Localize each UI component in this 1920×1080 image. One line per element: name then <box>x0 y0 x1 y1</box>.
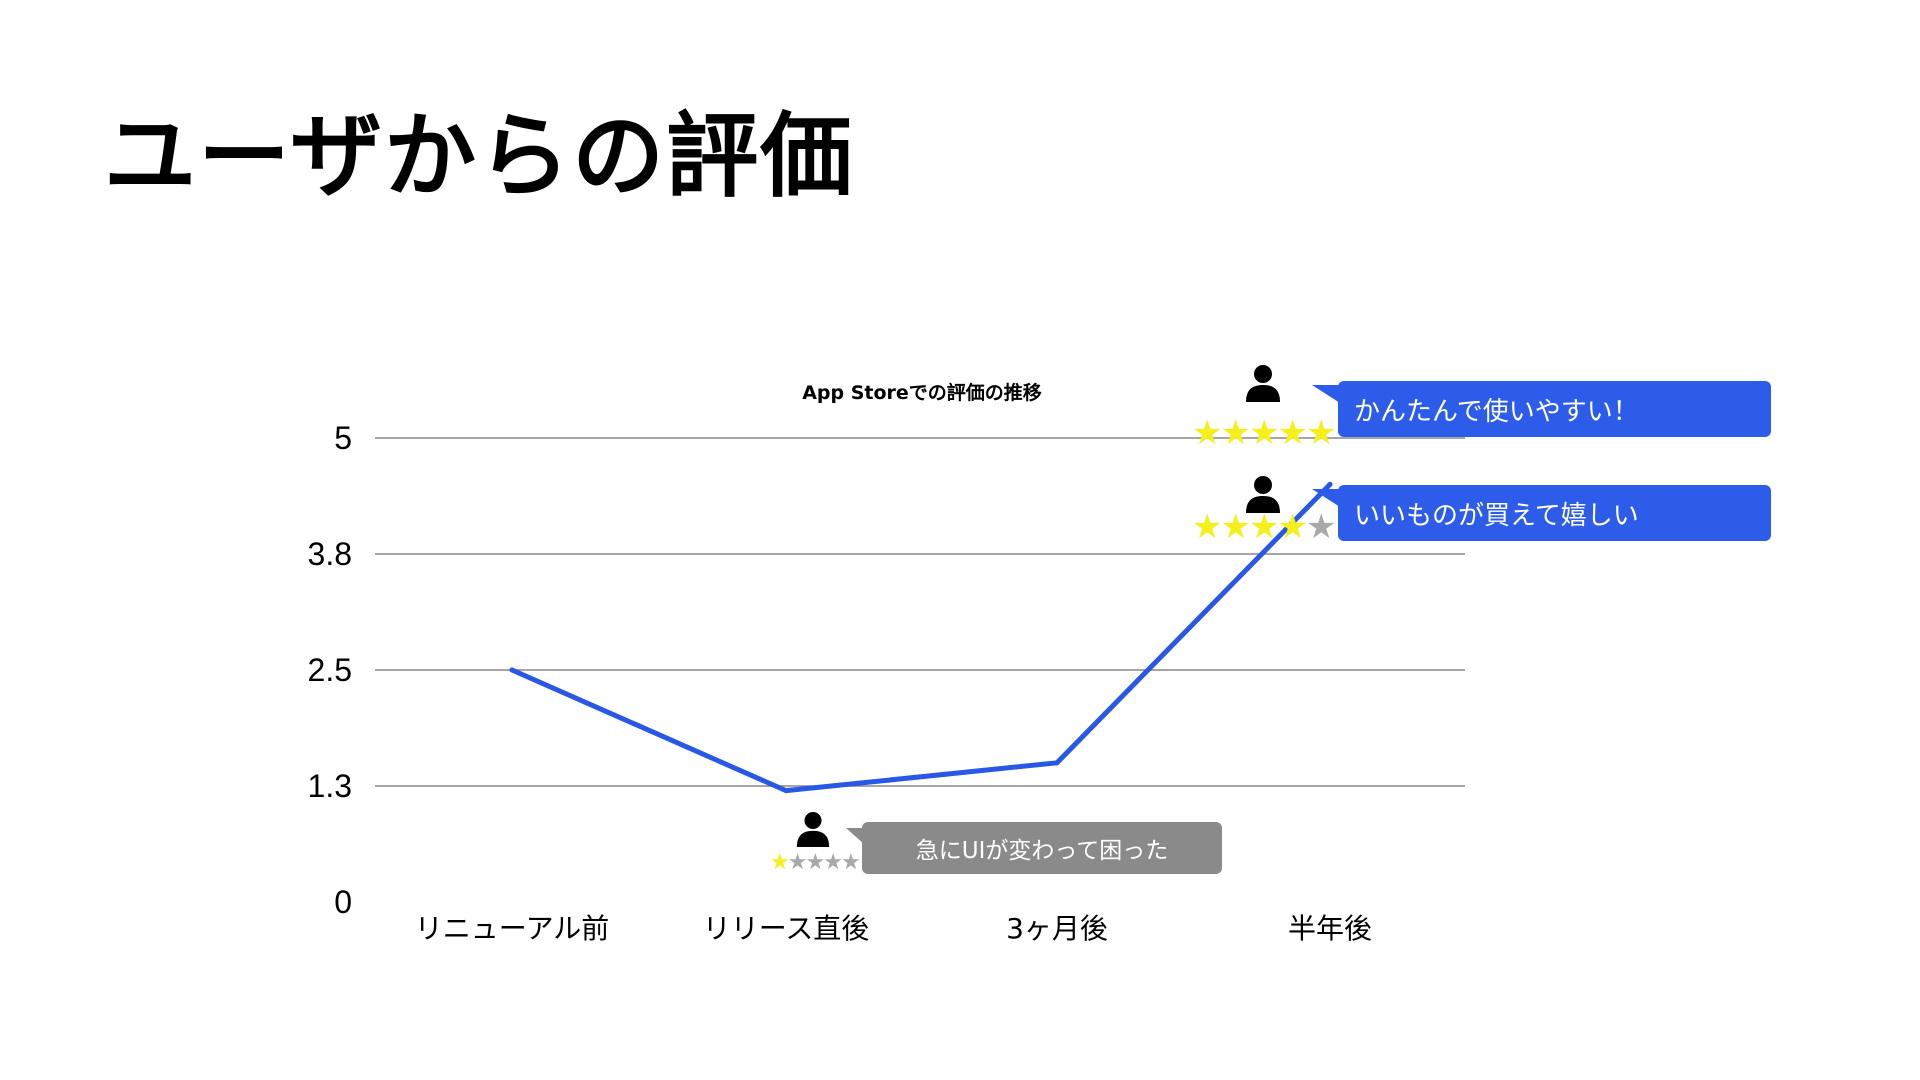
data-point <box>1327 481 1333 487</box>
star-icon: ★ <box>787 850 808 875</box>
x-axis-categories: リニューアル前 リリース直後 3ヶ月後 半年後 <box>415 912 1372 945</box>
star-icon: ★ <box>1248 413 1280 453</box>
y-tick-label: 3.8 <box>308 536 352 572</box>
bubble-tail <box>846 828 864 844</box>
y-tick-label: 5 <box>334 420 352 456</box>
star-icon: ★ <box>1220 507 1251 547</box>
star-rating-4: ★★★★★ <box>1192 507 1337 547</box>
slide-title: ユーザからの評価 <box>104 103 855 210</box>
y-axis-ticks: 0 1.3 2.5 3.8 5 <box>308 420 352 920</box>
x-category-label: 半年後 <box>1288 912 1372 945</box>
star-icon: ★ <box>823 850 843 875</box>
star-icon: ★ <box>1305 507 1337 547</box>
review-bubble-negative-1: 急にUIが変わって困った <box>846 822 1222 874</box>
y-tick-label: 0 <box>334 884 352 920</box>
y-tick-label: 1.3 <box>308 768 352 804</box>
star-icon: ★ <box>840 850 861 875</box>
star-icon: ★ <box>1248 507 1280 547</box>
star-icon: ★ <box>1277 507 1308 547</box>
y-tick-label: 2.5 <box>308 652 352 688</box>
user-icon <box>795 811 831 851</box>
star-icon: ★ <box>1192 413 1223 453</box>
review-bubble-positive-2: いいものが買えて嬉しい <box>1312 485 1771 541</box>
data-point <box>1054 760 1060 766</box>
review-comment: かんたんで使いやすい！ <box>1354 396 1639 427</box>
user-icon <box>1244 475 1282 517</box>
chart-title: App Storeでの評価の推移 <box>802 381 1042 404</box>
x-category-label: 3ヶ月後 <box>1006 912 1108 945</box>
star-icon: ★ <box>1220 413 1251 453</box>
star-icon: ★ <box>1192 507 1223 547</box>
data-point <box>783 788 789 794</box>
star-icon: ★ <box>1277 413 1308 453</box>
x-category-label: リニューアル前 <box>415 912 610 945</box>
series-line-group <box>509 481 1333 794</box>
star-icon: ★ <box>770 850 790 875</box>
series-line <box>509 481 1333 794</box>
review-bubble-positive-1: かんたんで使いやすい！ <box>1312 381 1771 437</box>
review-comment: いいものが買えて嬉しい <box>1354 500 1639 531</box>
star-icon: ★ <box>1305 413 1337 453</box>
star-rating-5: ★★★★★ <box>1192 413 1337 453</box>
user-icon <box>1244 364 1282 406</box>
x-category-label: リリース直後 <box>703 912 870 945</box>
gridlines <box>375 437 1465 787</box>
star-rating-1: ★★★★★ <box>770 850 861 875</box>
data-point <box>509 667 515 673</box>
bubble-tail <box>1312 489 1340 507</box>
star-icon: ★ <box>805 850 825 875</box>
bubble-tail <box>1312 385 1340 403</box>
review-comment: 急にUIが変わって困った <box>915 838 1169 864</box>
